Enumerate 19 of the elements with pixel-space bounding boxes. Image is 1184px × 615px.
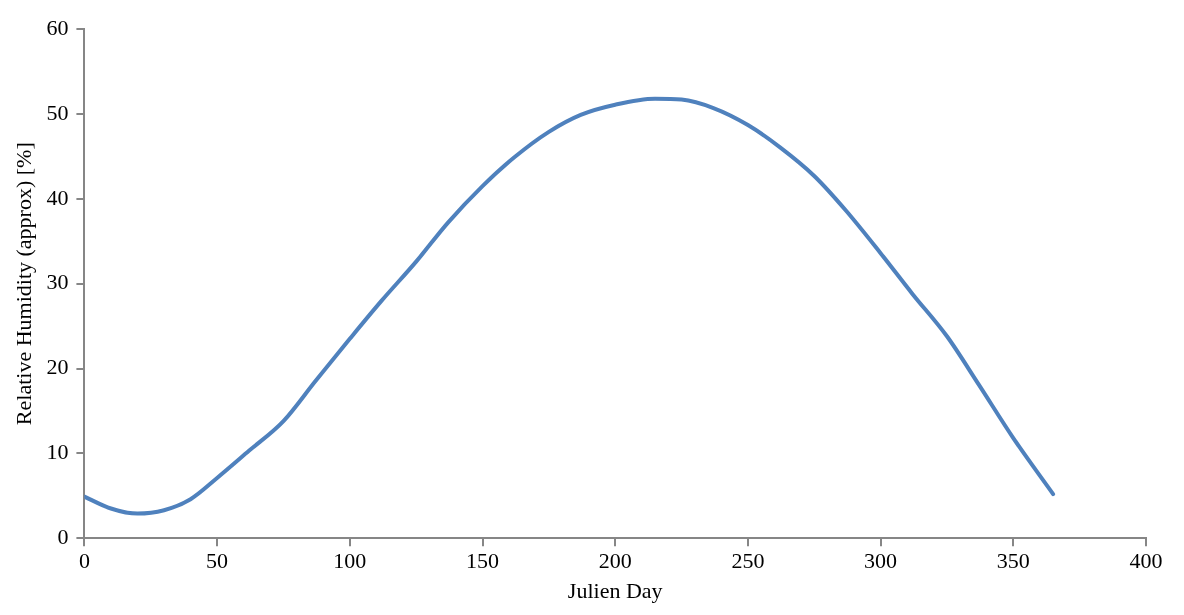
x-tick-label: 250 [731,548,765,574]
y-tick-label: 30 [46,269,69,295]
y-tick-label: 0 [57,523,69,549]
y-tick-label: 20 [46,354,69,380]
y-axis-title: Relative Humidity (approx) [%] [10,142,36,426]
x-tick-label: 50 [206,548,229,574]
x-tick-label: 200 [598,548,632,574]
y-tick-label: 40 [46,184,69,210]
x-tick-label: 0 [78,548,90,574]
x-tick-label: 400 [1129,548,1163,574]
x-tick-label: 350 [996,548,1030,574]
y-tick-label: 60 [46,14,69,40]
x-axis-title: Julien Day [567,577,663,603]
x-tick-label: 150 [466,548,499,574]
x-tick-label: 100 [333,548,367,574]
y-tick-label: 50 [46,99,69,125]
line-series [84,96,1056,516]
x-tick-label: 300 [864,548,898,574]
y-tick-label: 10 [46,439,69,465]
